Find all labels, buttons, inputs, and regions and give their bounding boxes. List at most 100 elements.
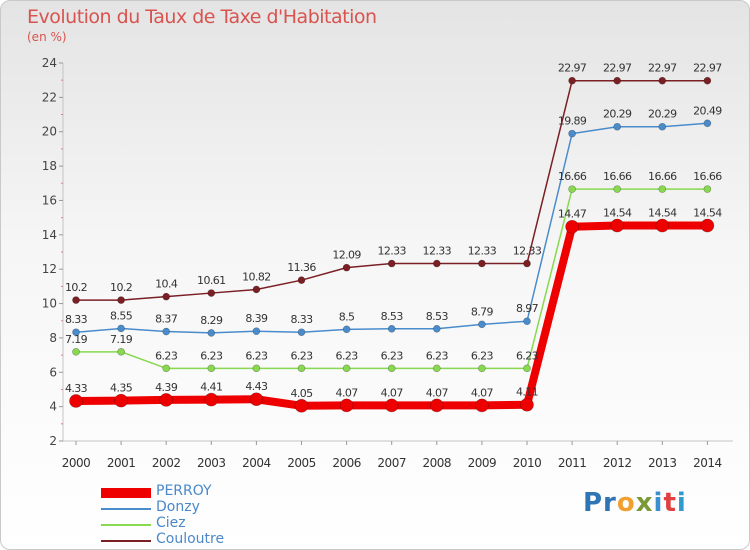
x-tick-label: 2006 bbox=[332, 456, 361, 470]
x-tick-label: 2003 bbox=[197, 456, 226, 470]
legend-label: PERROY bbox=[156, 483, 212, 499]
y-tick-label: 4 bbox=[49, 400, 57, 414]
data-label-ciez: 7.19 bbox=[65, 333, 88, 346]
data-label-donzy: 19.89 bbox=[558, 115, 587, 128]
data-point-ciez bbox=[658, 185, 667, 193]
data-point-couloutre bbox=[252, 285, 261, 294]
data-point-perroy bbox=[339, 398, 354, 413]
data-point-perroy bbox=[700, 218, 715, 233]
data-label-ciez: 16.66 bbox=[693, 170, 722, 183]
data-label-couloutre: 10.2 bbox=[65, 281, 87, 294]
x-tick-label: 2002 bbox=[152, 456, 181, 470]
data-label-donzy: 8.79 bbox=[471, 305, 494, 318]
data-label-donzy: 8.97 bbox=[516, 302, 539, 315]
data-point-ciez bbox=[523, 364, 531, 373]
legend-swatch bbox=[101, 488, 151, 498]
data-label-ciez: 16.66 bbox=[603, 170, 632, 183]
y-tick-label: 22 bbox=[42, 90, 57, 104]
data-label-couloutre: 11.36 bbox=[287, 261, 316, 274]
data-label-perroy: 14.54 bbox=[648, 207, 677, 220]
data-point-couloutre bbox=[432, 259, 441, 268]
data-label-donzy: 8.55 bbox=[110, 309, 133, 322]
x-tick-label: 2014 bbox=[693, 456, 722, 470]
chart-unit: (en %) bbox=[27, 30, 67, 44]
data-label-ciez: 16.66 bbox=[558, 170, 587, 183]
data-point-couloutre bbox=[703, 76, 712, 85]
data-point-ciez bbox=[703, 185, 712, 193]
data-label-couloutre: 12.33 bbox=[423, 245, 452, 258]
legend-label: Ciez bbox=[156, 515, 186, 531]
data-label-donzy: 8.29 bbox=[200, 314, 223, 327]
data-label-couloutre: 12.33 bbox=[513, 245, 542, 258]
data-label-donzy: 20.29 bbox=[603, 108, 632, 121]
data-point-donzy bbox=[613, 122, 622, 131]
legend-swatch bbox=[101, 508, 151, 510]
data-point-couloutre bbox=[72, 296, 80, 304]
data-label-couloutre: 10.82 bbox=[242, 270, 271, 283]
data-label-couloutre: 10.61 bbox=[197, 274, 226, 287]
logo-letter: Pr bbox=[583, 488, 617, 518]
x-tick-label: 2013 bbox=[648, 456, 677, 470]
data-point-couloutre bbox=[568, 76, 576, 85]
legend-swatch bbox=[101, 524, 151, 526]
data-label-donzy: 8.37 bbox=[155, 313, 178, 326]
data-point-donzy bbox=[387, 325, 396, 333]
data-point-ciez bbox=[342, 364, 351, 373]
data-point-donzy bbox=[658, 122, 667, 131]
data-point-perroy bbox=[520, 397, 534, 412]
data-point-ciez bbox=[162, 364, 170, 373]
data-label-perroy: 4.07 bbox=[336, 386, 359, 399]
data-label-perroy: 4.05 bbox=[290, 387, 313, 400]
data-label-perroy: 4.07 bbox=[381, 386, 404, 399]
data-point-ciez bbox=[252, 364, 261, 373]
data-label-donzy: 8.33 bbox=[290, 313, 313, 326]
data-point-perroy bbox=[114, 393, 128, 408]
data-label-ciez: 7.19 bbox=[110, 333, 133, 346]
logo-letter: o bbox=[616, 488, 636, 518]
y-tick-label: 2 bbox=[49, 434, 57, 448]
data-label-donzy: 20.29 bbox=[648, 108, 677, 121]
x-tick-label: 2009 bbox=[468, 456, 497, 470]
data-point-ciez bbox=[117, 348, 125, 356]
y-tick-label: 24 bbox=[42, 56, 57, 70]
x-tick-label: 2001 bbox=[107, 456, 136, 470]
data-point-perroy bbox=[159, 393, 173, 407]
data-point-perroy bbox=[565, 219, 579, 234]
data-label-couloutre: 12.33 bbox=[468, 245, 497, 258]
data-point-perroy bbox=[294, 398, 309, 413]
data-label-couloutre: 10.4 bbox=[155, 278, 178, 291]
data-label-perroy: 4.07 bbox=[471, 386, 494, 399]
data-point-couloutre bbox=[658, 76, 667, 85]
data-label-ciez: 6.23 bbox=[155, 349, 178, 362]
data-label-ciez: 6.23 bbox=[381, 349, 404, 362]
x-tick-label: 2007 bbox=[377, 456, 406, 470]
y-tick-label: 12 bbox=[42, 262, 57, 276]
data-label-ciez: 6.23 bbox=[426, 349, 449, 362]
data-label-perroy: 4.41 bbox=[200, 381, 222, 394]
data-point-perroy bbox=[249, 392, 264, 407]
x-tick-label: 2004 bbox=[242, 456, 271, 470]
data-label-couloutre: 22.97 bbox=[648, 62, 677, 75]
data-point-perroy bbox=[204, 392, 219, 407]
x-tick-label: 2012 bbox=[603, 456, 632, 470]
data-label-couloutre: 22.97 bbox=[603, 62, 632, 75]
x-tick-label: 2011 bbox=[558, 456, 587, 470]
x-tick-label: 2008 bbox=[423, 456, 452, 470]
x-tick-label: 2000 bbox=[62, 456, 91, 470]
data-point-couloutre bbox=[342, 263, 351, 272]
data-point-ciez bbox=[297, 364, 306, 373]
data-label-donzy: 8.53 bbox=[426, 310, 449, 323]
x-tick-label: 2005 bbox=[287, 456, 316, 470]
data-point-ciez bbox=[613, 185, 622, 193]
data-label-ciez: 6.23 bbox=[200, 349, 223, 362]
data-point-donzy bbox=[297, 328, 306, 337]
logo-letter: i bbox=[676, 488, 687, 518]
data-point-donzy bbox=[252, 327, 261, 336]
data-point-couloutre bbox=[297, 276, 306, 284]
data-point-ciez bbox=[72, 348, 80, 356]
data-label-perroy: 14.54 bbox=[603, 207, 632, 220]
data-label-donzy: 20.49 bbox=[693, 104, 722, 117]
data-label-ciez: 6.23 bbox=[245, 349, 268, 362]
